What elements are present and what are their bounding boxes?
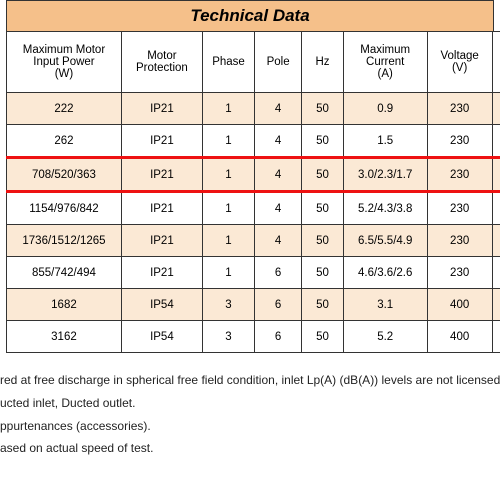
table-cell: 3.0/2.3/1.7 — [343, 158, 427, 192]
table-cell: 400 — [427, 289, 492, 321]
table-cell: 230 — [427, 125, 492, 158]
table-header-row: Maximum MotorInput Power(W) MotorProtect… — [7, 32, 500, 93]
table-cell: 12.5/45 — [492, 257, 500, 289]
table-cell: 0.9 — [343, 93, 427, 125]
table-cell: 4 — [255, 93, 302, 125]
table-cell: - — [492, 289, 500, 321]
col-header-pole: Pole — [255, 32, 302, 93]
table-cell: 4 — [255, 225, 302, 257]
table-row: 3162IP5436505.2400- — [7, 321, 500, 353]
table-cell: 230 — [427, 225, 492, 257]
table-cell: 5.2 — [343, 321, 427, 353]
table-cell: 1736/1512/1265 — [7, 225, 122, 257]
table-cell: 5.2/4.3/3.8 — [343, 192, 427, 225]
table-cell: 1 — [202, 257, 254, 289]
table-cell: 1154/976/842 — [7, 192, 122, 225]
table-cell: 12.5/45 — [492, 225, 500, 257]
table-cell: 6.5/5.5/4.9 — [343, 225, 427, 257]
table-row: 1154/976/842IP2114505.2/4.3/3.823012.5/4… — [7, 192, 500, 225]
table-cell: 230 — [427, 158, 492, 192]
col-header-hz: Hz — [302, 32, 344, 93]
table-cell: 3 — [202, 321, 254, 353]
table-cell: IP21 — [121, 158, 202, 192]
table-row: 1736/1512/1265IP2114506.5/5.5/4.923012.5… — [7, 225, 500, 257]
footnotes: red at free discharge in spherical free … — [0, 369, 500, 460]
footnote-line: ucted inlet, Ducted outlet. — [0, 392, 500, 415]
footnote-line: ased on actual speed of test. — [0, 437, 500, 460]
col-header-current: MaximumCurrent(A) — [343, 32, 427, 93]
col-header-power: Maximum MotorInput Power(W) — [7, 32, 122, 93]
table-cell: 12.5/45 — [492, 192, 500, 225]
table-row: 262IP2114501.52307.5/450 — [7, 125, 500, 158]
table-cell: 50 — [302, 93, 344, 125]
table-cell: 4 — [255, 192, 302, 225]
table-cell: 50 — [302, 289, 344, 321]
table-cell: IP54 — [121, 321, 202, 353]
table-cell: 1 — [202, 125, 254, 158]
table-cell: IP21 — [121, 93, 202, 125]
table-cell: 3 — [202, 289, 254, 321]
table-cell: 4.6/3.6/2.6 — [343, 257, 427, 289]
table-cell: 262 — [7, 125, 122, 158]
table-cell: 230 — [427, 93, 492, 125]
table-cell: IP21 — [121, 257, 202, 289]
table-cell: 3.1 — [343, 289, 427, 321]
table-cell: 4 — [255, 125, 302, 158]
table-row: 1682IP5436503.1400- — [7, 289, 500, 321]
table-cell: 50 — [302, 225, 344, 257]
table-row: 855/742/494IP2116504.6/3.6/2.623012.5/45 — [7, 257, 500, 289]
table-cell: IP21 — [121, 125, 202, 158]
table-cell: - — [492, 321, 500, 353]
col-header-cap: Capacit(μF/V) — [492, 32, 500, 93]
table-title: Technical Data — [6, 0, 494, 31]
table-cell: 3162 — [7, 321, 122, 353]
footnote-line: ppurtenances (accessories). — [0, 415, 500, 438]
table-cell: 1 — [202, 192, 254, 225]
table-cell: 1 — [202, 158, 254, 192]
table-cell: 6 — [255, 257, 302, 289]
table-cell: 400 — [427, 321, 492, 353]
footnote-line: red at free discharge in spherical free … — [0, 369, 500, 392]
table-row: 708/520/363IP2114503.0/2.3/1.723012.5/45 — [7, 158, 500, 192]
table-cell: 230 — [427, 192, 492, 225]
table-cell: 708/520/363 — [7, 158, 122, 192]
table-cell: 1.5 — [343, 125, 427, 158]
table-cell: 50 — [302, 192, 344, 225]
table-cell: 1 — [202, 225, 254, 257]
table-cell: 1 — [202, 93, 254, 125]
table-cell: 4 — [255, 158, 302, 192]
col-header-voltage: Voltage(V) — [427, 32, 492, 93]
table-cell: IP54 — [121, 289, 202, 321]
table-cell: 50 — [302, 125, 344, 158]
table-cell: 50 — [302, 257, 344, 289]
technical-data-table: Maximum MotorInput Power(W) MotorProtect… — [6, 31, 500, 353]
table-cell: 50 — [302, 158, 344, 192]
table-cell: IP21 — [121, 225, 202, 257]
table-cell: 50 — [302, 321, 344, 353]
table-cell: 222 — [7, 93, 122, 125]
table-cell: 12.5/45 — [492, 158, 500, 192]
table-cell: 1682 — [7, 289, 122, 321]
table-cell: IP21 — [121, 192, 202, 225]
table-cell: 855/742/494 — [7, 257, 122, 289]
table-cell: 6 — [255, 289, 302, 321]
table-cell: 6 — [255, 321, 302, 353]
col-header-prot: MotorProtection — [121, 32, 202, 93]
table-cell: 7.5/450 — [492, 125, 500, 158]
table-row: 222IP2114500.92307.5/450 — [7, 93, 500, 125]
table-cell: 230 — [427, 257, 492, 289]
table-cell: 7.5/450 — [492, 93, 500, 125]
col-header-phase: Phase — [202, 32, 254, 93]
